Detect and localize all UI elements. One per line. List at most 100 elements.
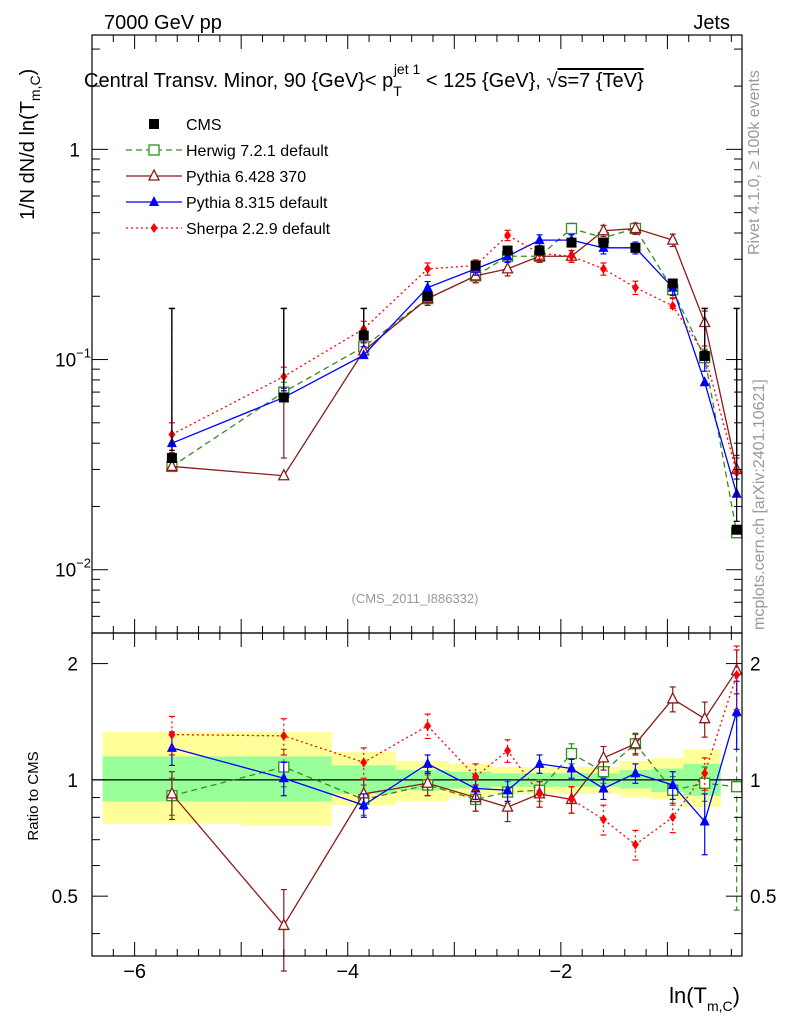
title-post: s=7 {TeV} bbox=[557, 70, 644, 92]
plot-frames bbox=[91, 34, 743, 957]
title-sup: jet 1 bbox=[393, 61, 421, 77]
legend-item: Pythia 6.428 370 bbox=[126, 168, 306, 186]
x-axis-label: ln(Tm,C) bbox=[669, 983, 740, 1014]
ratio-uncertainty-bands bbox=[102, 732, 721, 826]
data-point bbox=[501, 261, 514, 274]
data-point bbox=[669, 300, 677, 311]
data-point bbox=[168, 729, 176, 740]
title-sub: T bbox=[393, 83, 402, 99]
data-point bbox=[470, 260, 481, 271]
title-root: √ bbox=[547, 70, 558, 92]
data-point bbox=[597, 750, 610, 763]
main-cms bbox=[166, 237, 742, 535]
header-right: Jets bbox=[693, 12, 730, 34]
data-point bbox=[472, 771, 480, 782]
data-point bbox=[565, 222, 578, 235]
data-point bbox=[598, 782, 609, 793]
data-point bbox=[277, 468, 290, 481]
data-point bbox=[422, 281, 433, 292]
data-point bbox=[699, 376, 710, 387]
data-point bbox=[598, 237, 609, 248]
data-point bbox=[424, 720, 432, 731]
x-tick-label: −4 bbox=[336, 961, 359, 983]
data-point bbox=[699, 350, 710, 361]
series-line bbox=[171, 239, 738, 494]
data-point bbox=[165, 786, 178, 799]
data-point bbox=[667, 278, 678, 289]
legend-marker bbox=[149, 196, 159, 206]
data-point bbox=[278, 772, 289, 783]
legend-item: Herwig 7.2.1 default bbox=[126, 143, 329, 160]
data-point bbox=[731, 781, 743, 793]
data-point bbox=[666, 691, 679, 704]
data-point bbox=[534, 245, 545, 256]
axis-ticks bbox=[92, 35, 742, 956]
legend-marker bbox=[149, 119, 159, 129]
x-tick-label: −6 bbox=[123, 961, 146, 983]
ratio-y-axis-label: Ratio to CMS bbox=[25, 751, 42, 840]
data-point bbox=[631, 282, 639, 293]
title-pre: Central Transv. Minor, 90 {GeV}< p bbox=[84, 70, 393, 92]
chart-title: Central Transv. Minor, 90 {GeV}< pTjet 1… bbox=[84, 61, 644, 99]
data-point bbox=[666, 232, 679, 245]
ratio-tick-label-right: 1 bbox=[750, 771, 761, 792]
legend-label: CMS bbox=[186, 117, 222, 134]
data-point bbox=[422, 291, 433, 302]
x-tick-label: −2 bbox=[549, 961, 572, 983]
ratio-sherpa-2-2-9-default bbox=[168, 645, 741, 861]
data-point bbox=[733, 669, 741, 680]
data-point bbox=[566, 762, 577, 773]
data-point bbox=[360, 757, 368, 768]
ratio-panel-series bbox=[165, 645, 743, 972]
ratio-tick-label-left: 0.5 bbox=[52, 887, 78, 908]
data-point bbox=[568, 251, 576, 262]
data-point bbox=[534, 757, 545, 768]
series-line bbox=[171, 227, 738, 533]
data-point bbox=[599, 263, 607, 274]
data-point bbox=[424, 263, 432, 274]
header-left: 7000 GeV pp bbox=[104, 12, 222, 34]
legend-marker bbox=[150, 223, 158, 233]
rivet-version-label: Rivet 4.1.0, ≥ 100k events bbox=[746, 70, 763, 255]
y-tick-label: 10−2 bbox=[55, 556, 91, 582]
data-point bbox=[629, 221, 642, 234]
data-point bbox=[278, 392, 289, 403]
data-point bbox=[597, 223, 610, 236]
y-tick-label: 10−1 bbox=[55, 346, 91, 372]
data-point bbox=[502, 784, 513, 795]
legend-label: Herwig 7.2.1 default bbox=[186, 143, 329, 160]
legend-label: Pythia 6.428 370 bbox=[186, 169, 306, 186]
data-point bbox=[421, 775, 434, 788]
data-point bbox=[667, 778, 678, 789]
ratio-tick-label-left: 2 bbox=[67, 655, 78, 676]
legend-label: Pythia 8.315 default bbox=[186, 195, 328, 212]
data-point bbox=[502, 245, 513, 256]
main-pythia-8-315-default bbox=[166, 234, 742, 498]
data-point bbox=[701, 768, 709, 779]
data-point bbox=[698, 711, 711, 724]
data-point bbox=[568, 794, 576, 805]
data-point bbox=[599, 814, 607, 825]
data-point bbox=[534, 234, 545, 245]
data-point bbox=[565, 747, 578, 760]
legend-marker bbox=[147, 168, 161, 181]
data-point bbox=[280, 730, 288, 741]
data-point bbox=[501, 799, 514, 812]
data-point bbox=[699, 815, 710, 826]
y-axis-label: 1/N dN/d ln(Tm,C) bbox=[17, 69, 43, 220]
data-point bbox=[630, 767, 641, 778]
data-point bbox=[631, 839, 639, 850]
main-herwig-7-2-1-default bbox=[166, 222, 743, 539]
analysis-watermark: (CMS_2011_I886332) bbox=[352, 591, 479, 606]
legend-item: Sherpa 2.2.9 default bbox=[126, 221, 331, 238]
legend: CMS Herwig 7.2.1 default Pythia 6.428 370 P… bbox=[126, 117, 331, 238]
legend-label: Sherpa 2.2.9 default bbox=[186, 221, 331, 238]
ratio-tick-label-right: 2 bbox=[750, 655, 761, 676]
series-line bbox=[171, 234, 738, 473]
legend-item: CMS bbox=[149, 117, 222, 134]
main-panel-series bbox=[165, 221, 743, 539]
ratio-frame bbox=[91, 632, 743, 957]
ratio-tick-label-left: 1 bbox=[67, 771, 78, 792]
data-point bbox=[536, 788, 544, 799]
